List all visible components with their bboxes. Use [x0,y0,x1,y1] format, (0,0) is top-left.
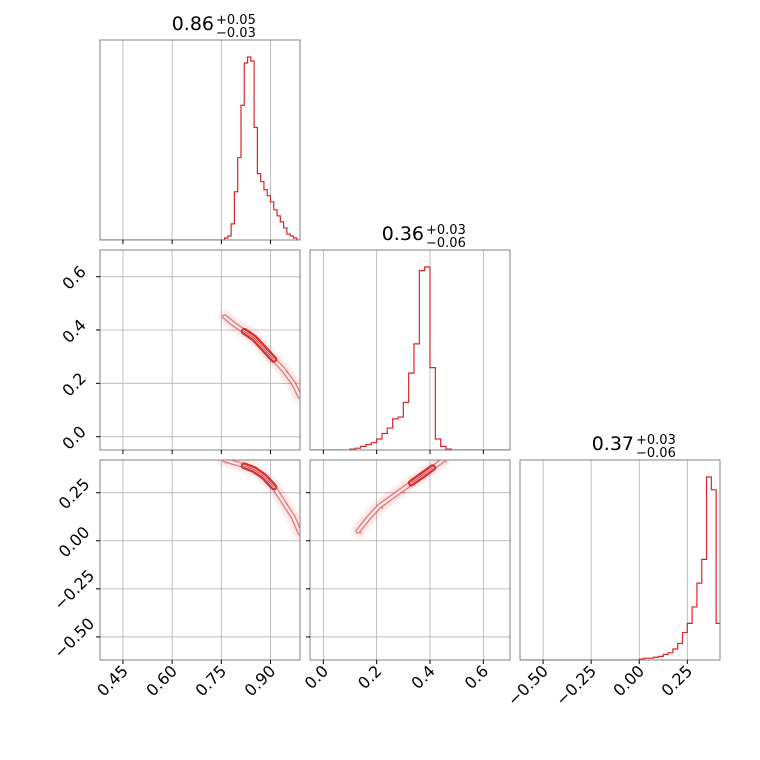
sample-point-pair2-8 [445,460,448,464]
histogram-param1 [310,266,510,450]
sample-point-pair1-8 [302,534,304,536]
tick-label-y-param2-2: 0.00 [55,523,94,562]
histogram-param2 [520,476,720,660]
contour-inner-pair2 [411,467,433,484]
contour-inner-pair1 [244,465,275,488]
tick-label-y-param2-3: 0.25 [55,474,94,513]
title-minus-param0: −0.03 [216,26,256,41]
panel-frame-0-0 [99,39,301,241]
histogram-param0 [100,56,300,240]
sample-point-pair2-4 [402,491,405,494]
tick-label-y-param2-0: −0.50 [50,614,98,662]
tick-label-x-param2-0: −0.50 [504,661,552,709]
tick-label-y-param1-0: 0.0 [58,422,89,453]
tick-label-x-param0-0: 0.45 [93,661,132,700]
title-plus-param2: +0.03 [636,433,676,448]
tick-label-x-param0-2: 0.75 [192,661,231,700]
sample-cloud-pair1 [219,460,300,539]
title-median-param0: 0.86 [172,13,214,35]
panel-frame-2-0 [99,459,301,661]
tick-label-x-param1-3: 0.6 [461,661,492,692]
panel-frame-2-1 [309,459,511,661]
sample-point-pair2-0 [359,531,363,535]
sample-point-pair0-8 [302,397,304,399]
tick-label-x-param0-3: 0.90 [241,661,280,700]
tick-label-y-param1-2: 0.4 [58,315,89,346]
title-plus-param1: +0.03 [426,223,466,238]
tick-label-x-param2-1: −0.25 [552,661,600,709]
panel-frame-1-0 [99,249,301,451]
tick-label-x-param1-0: 0.0 [301,661,332,692]
title-median-param2: 0.37 [592,433,634,455]
title-minus-param1: −0.06 [426,236,466,251]
tick-label-y-param2-1: −0.25 [50,566,98,614]
tick-label-x-param0-1: 0.60 [142,661,181,700]
panel-frame-1-1 [309,249,511,451]
tick-label-x-param2-3: 0.25 [658,661,697,700]
tick-label-x-param2-2: 0.00 [609,661,648,700]
tick-label-y-param1-3: 0.6 [58,262,89,293]
tick-label-x-param1-1: 0.2 [354,661,385,692]
title-minus-param2: −0.06 [636,446,676,461]
contour-inner-pair0 [244,330,275,360]
panel-frame-2-2 [519,459,721,661]
title-plus-param0: +0.05 [216,13,256,28]
sample-point-pair2-2 [381,506,384,510]
title-median-param1: 0.36 [382,223,424,245]
tick-label-x-param1-2: 0.4 [407,661,438,692]
tick-label-y-param1-1: 0.2 [58,369,89,400]
